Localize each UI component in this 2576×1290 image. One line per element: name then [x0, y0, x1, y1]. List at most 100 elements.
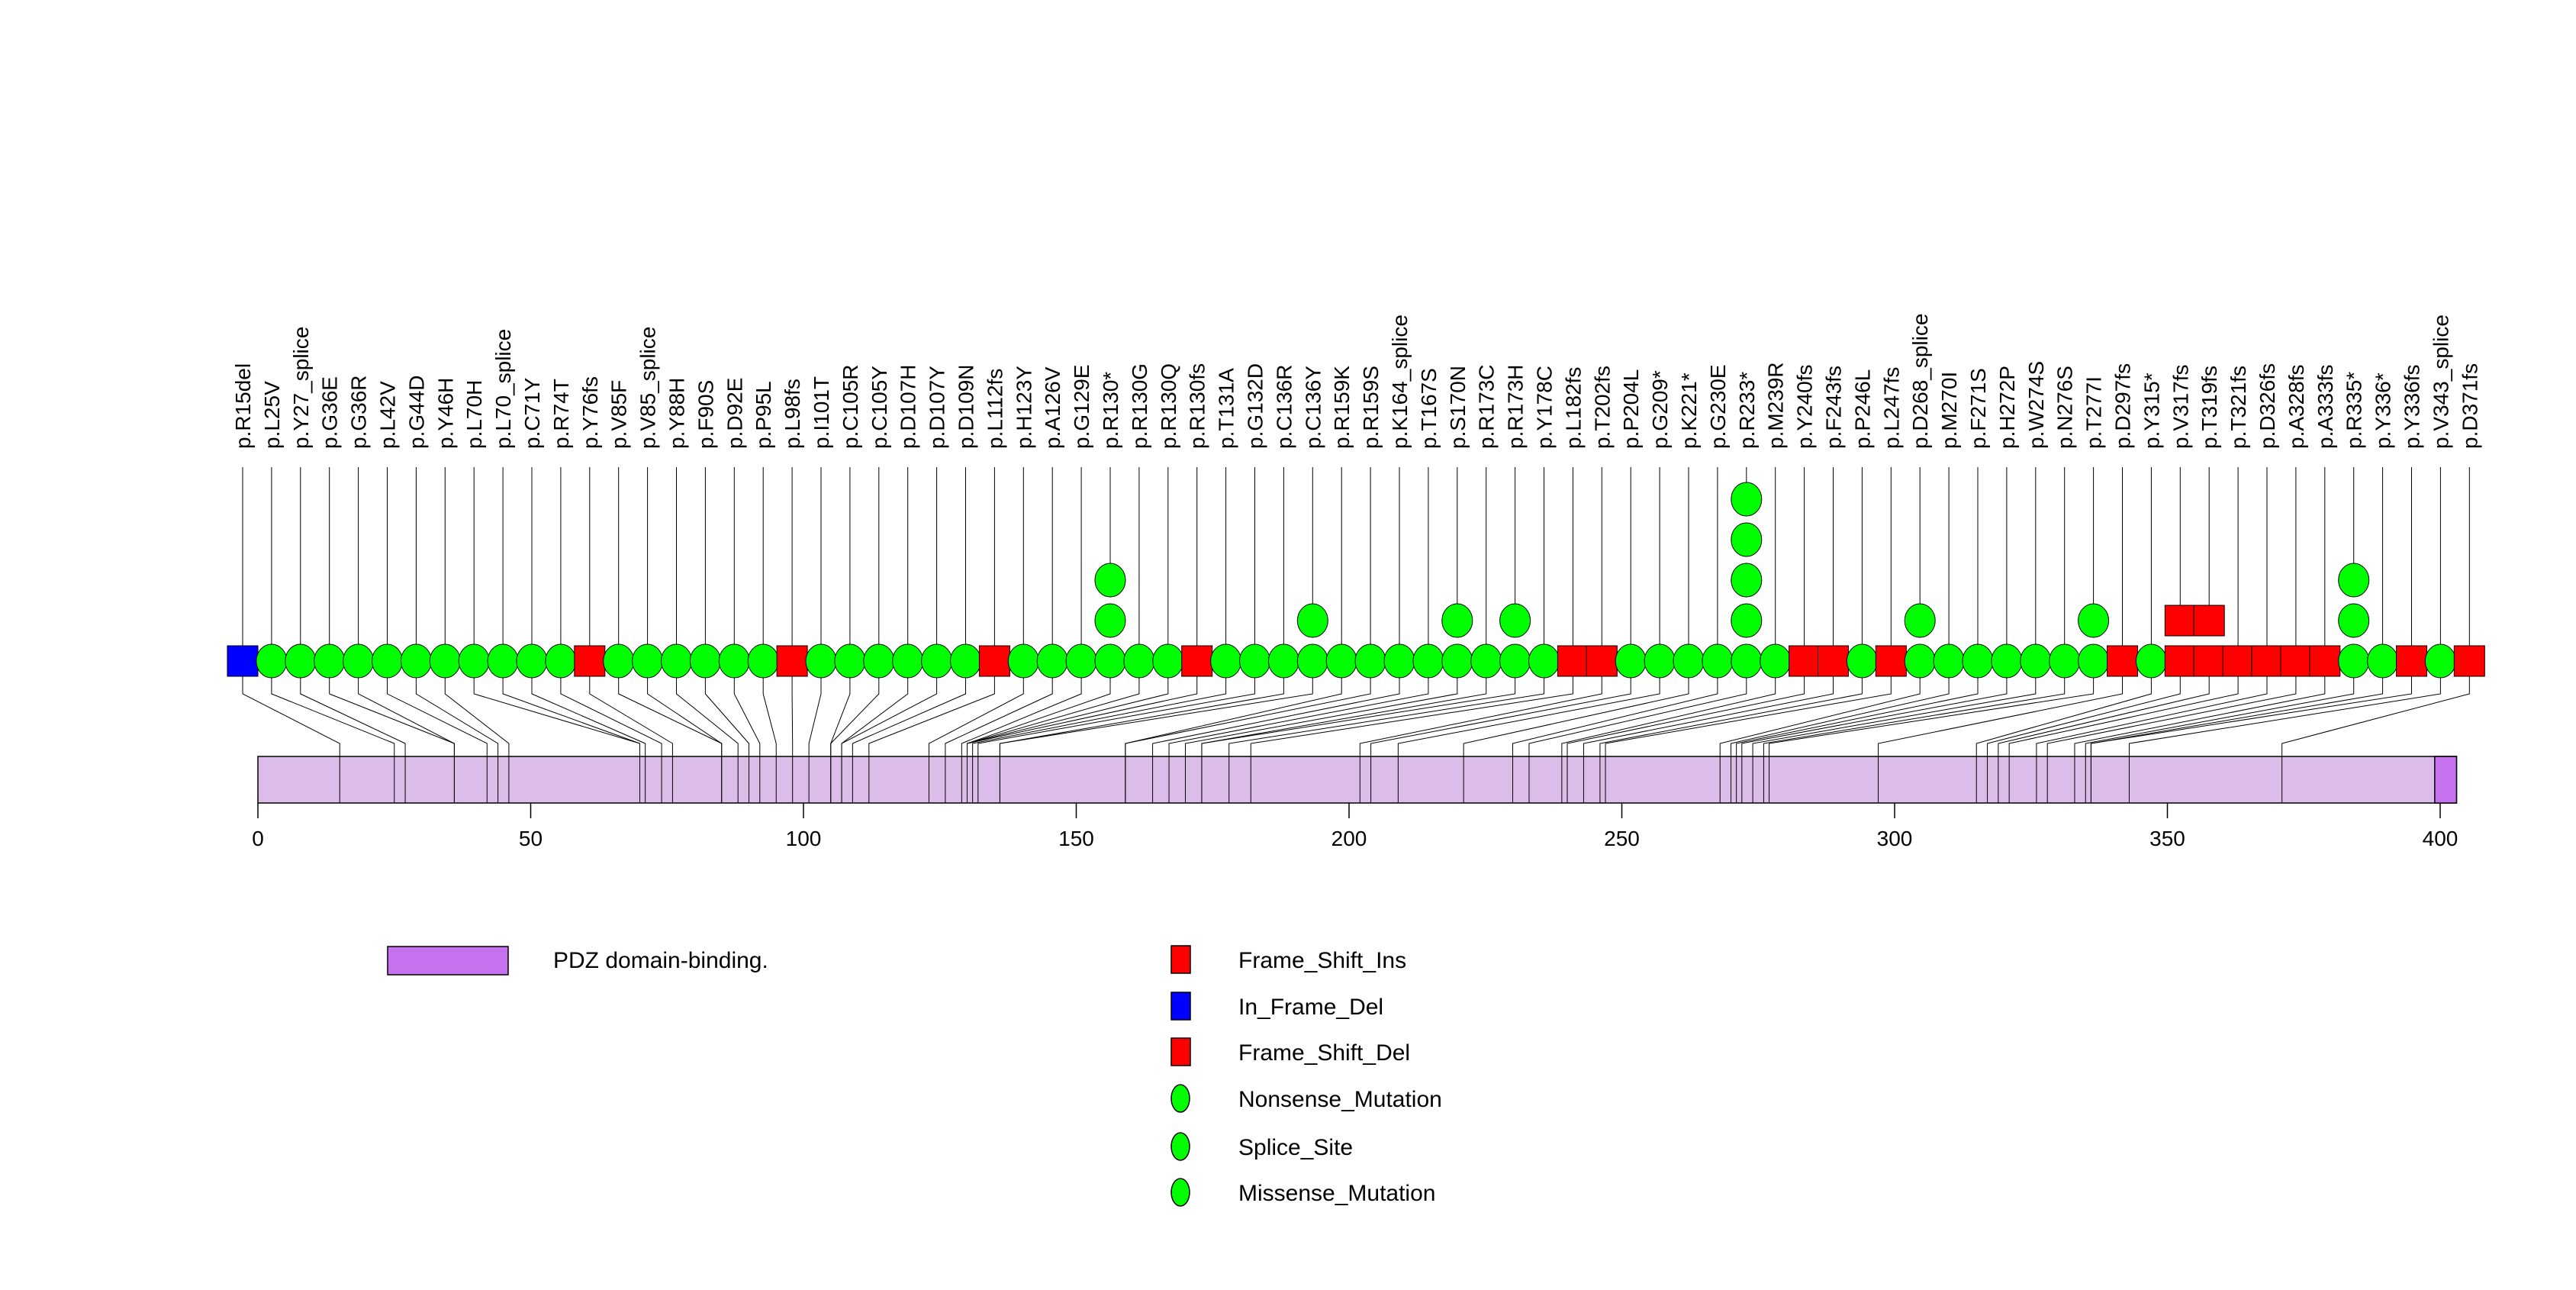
mutation-marker-circle[interactable] — [1412, 643, 1444, 679]
mutation-marker-circle[interactable] — [1644, 643, 1676, 679]
mutation-marker-circle[interactable] — [545, 643, 577, 679]
mutation-marker-circle[interactable] — [603, 643, 635, 679]
mutation-marker-circle[interactable] — [1933, 643, 1965, 679]
mutation-marker-circle[interactable] — [1152, 643, 1184, 679]
mutation-marker-square[interactable] — [2280, 645, 2312, 677]
mutation-marker-circle[interactable] — [805, 643, 837, 679]
mutation-marker-square[interactable] — [1875, 645, 1907, 677]
mutation-marker-circle[interactable] — [1702, 643, 1734, 679]
mutation-marker-circle[interactable] — [1470, 643, 1502, 679]
mutation-marker-circle[interactable] — [2135, 643, 2167, 679]
mutation-marker-circle[interactable] — [2367, 643, 2399, 679]
mutation-marker-square[interactable] — [1557, 645, 1589, 677]
mutation-marker-circle[interactable] — [2049, 643, 2081, 679]
mutation-marker-square[interactable] — [2222, 645, 2254, 677]
mutation-marker-circle[interactable] — [1846, 643, 1878, 679]
mutation-marker-circle[interactable] — [1094, 643, 1126, 679]
mutation-marker-circle[interactable] — [892, 643, 924, 679]
mutation-marker-square[interactable] — [2453, 645, 2485, 677]
mutation-marker-circle[interactable] — [1441, 643, 1473, 679]
mutation-marker-square[interactable] — [1586, 645, 1618, 677]
mutation-marker-circle[interactable] — [1760, 643, 1792, 679]
mutation-marker-square[interactable] — [1181, 645, 1213, 677]
mutation-marker-circle[interactable] — [1296, 603, 1328, 638]
mutation-marker-circle[interactable] — [1731, 563, 1763, 598]
mutation-marker-circle[interactable] — [1731, 522, 1763, 557]
mutation-marker-circle[interactable] — [2338, 603, 2370, 638]
mutation-marker-circle[interactable] — [1499, 603, 1531, 638]
mutation-marker-square[interactable] — [2193, 605, 2225, 637]
mutation-marker-circle[interactable] — [1267, 643, 1299, 679]
mutation-marker-square[interactable] — [2107, 645, 2138, 677]
mutation-marker-circle[interactable] — [1036, 643, 1068, 679]
mutation-marker-circle[interactable] — [516, 643, 548, 679]
mutation-marker-square[interactable] — [2193, 645, 2225, 677]
mutation-marker-circle[interactable] — [1094, 603, 1126, 638]
mutation-marker-circle[interactable] — [2424, 643, 2456, 679]
mutation-marker-circle[interactable] — [1499, 643, 1531, 679]
mutation-marker-circle[interactable] — [1991, 643, 2023, 679]
mutation-marker-circle[interactable] — [2078, 603, 2110, 638]
mutation-marker-square[interactable] — [2251, 645, 2283, 677]
mutation-marker-circle[interactable] — [2338, 563, 2370, 598]
mutation-marker-square[interactable] — [227, 645, 259, 677]
mutation-marker-circle[interactable] — [429, 643, 461, 679]
mutation-label: p.G36R — [347, 376, 371, 450]
mutation-marker-circle[interactable] — [1731, 643, 1763, 679]
mutation-label: p.R130* — [1099, 372, 1122, 449]
mutation-marker-square[interactable] — [978, 645, 1010, 677]
mutation-label: p.T202fs — [1590, 366, 1614, 449]
mutation-marker-circle[interactable] — [921, 643, 953, 679]
mutation-marker-circle[interactable] — [1296, 643, 1328, 679]
mutation-marker-circle[interactable] — [372, 643, 403, 679]
mutation-marker-circle[interactable] — [863, 643, 895, 679]
mutation-marker-square[interactable] — [2164, 605, 2196, 637]
mutation-marker-circle[interactable] — [1123, 643, 1155, 679]
mutation-marker-circle[interactable] — [400, 643, 432, 679]
mutation-marker-circle[interactable] — [718, 643, 750, 679]
mutation-marker-circle[interactable] — [1528, 643, 1560, 679]
mutation-marker-circle[interactable] — [343, 643, 375, 679]
mutation-marker-circle[interactable] — [1904, 643, 1936, 679]
mutation-marker-circle[interactable] — [1731, 482, 1763, 517]
mutation-marker-circle[interactable] — [2078, 643, 2110, 679]
mutation-marker-circle[interactable] — [314, 643, 346, 679]
mutation-marker-circle[interactable] — [1210, 643, 1242, 679]
protein-bar — [257, 756, 2458, 804]
mutation-marker-circle[interactable] — [632, 643, 664, 679]
mutation-marker-square[interactable] — [2309, 645, 2341, 677]
mutation-marker-circle[interactable] — [487, 643, 519, 679]
legend-mutation-label: Frame_Shift_Ins — [1238, 948, 1406, 973]
mutation-marker-circle[interactable] — [689, 643, 721, 679]
mutation-marker-circle[interactable] — [1325, 643, 1357, 679]
mutation-marker-circle[interactable] — [256, 643, 288, 679]
mutation-marker-circle[interactable] — [2338, 643, 2370, 679]
mutation-marker-circle[interactable] — [1731, 603, 1763, 638]
mutation-marker-circle[interactable] — [1094, 563, 1126, 598]
mutation-marker-circle[interactable] — [1383, 643, 1415, 679]
mutation-label: p.C71Y — [520, 377, 544, 449]
mutation-marker-circle[interactable] — [2020, 643, 2052, 679]
mutation-marker-circle[interactable] — [1239, 643, 1270, 679]
mutation-marker-square[interactable] — [1789, 645, 1821, 677]
mutation-marker-circle[interactable] — [834, 643, 866, 679]
connector-line — [1998, 661, 2210, 756]
mutation-marker-square[interactable] — [574, 645, 606, 677]
mutation-marker-circle[interactable] — [950, 643, 981, 679]
mutation-marker-circle[interactable] — [1904, 603, 1936, 638]
mutation-marker-square[interactable] — [776, 645, 808, 677]
mutation-marker-circle[interactable] — [1615, 643, 1647, 679]
mutation-marker-square[interactable] — [2396, 645, 2427, 677]
mutation-marker-circle[interactable] — [1673, 643, 1705, 679]
mutation-marker-square[interactable] — [2164, 645, 2196, 677]
mutation-marker-circle[interactable] — [1441, 603, 1473, 638]
mutation-marker-square[interactable] — [1818, 645, 1849, 677]
mutation-marker-circle[interactable] — [1962, 643, 1994, 679]
mutation-marker-circle[interactable] — [285, 643, 317, 679]
mutation-marker-circle[interactable] — [1354, 643, 1386, 679]
mutation-marker-circle[interactable] — [1065, 643, 1097, 679]
mutation-marker-circle[interactable] — [1007, 643, 1039, 679]
mutation-marker-circle[interactable] — [458, 643, 490, 679]
mutation-marker-circle[interactable] — [747, 643, 779, 679]
mutation-marker-circle[interactable] — [661, 643, 692, 679]
